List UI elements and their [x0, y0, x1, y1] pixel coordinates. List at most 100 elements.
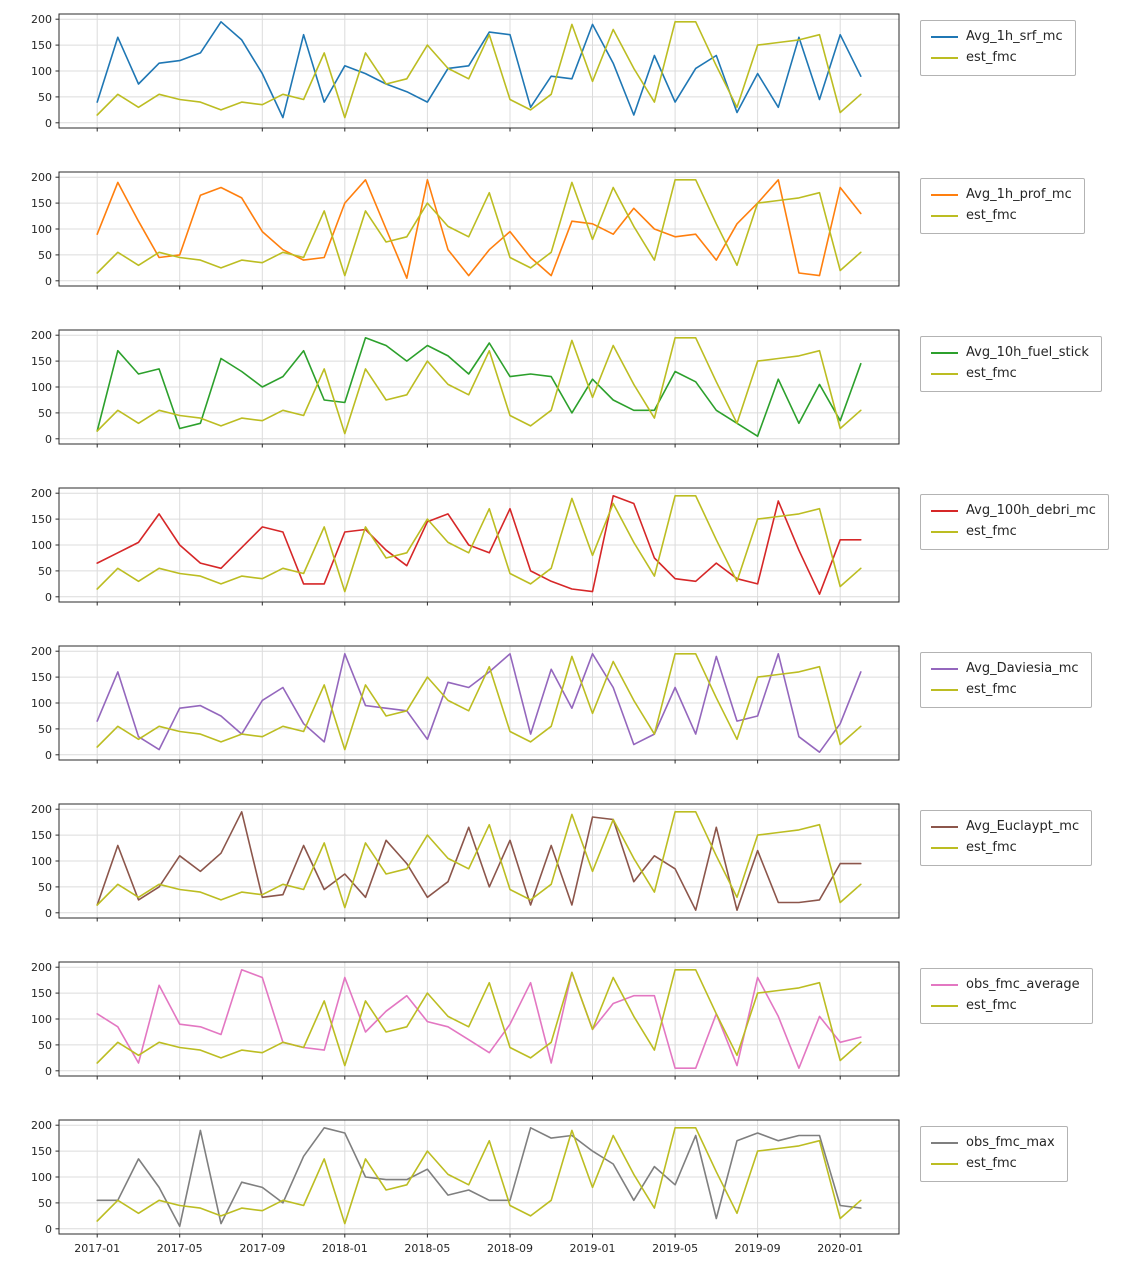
y-tick-label: 0 [45, 1223, 52, 1236]
y-tick-label: 50 [38, 1039, 52, 1052]
legend-line-sample [931, 194, 958, 197]
legend-entry-est: est_fmc [929, 206, 1074, 227]
legend-entry-est: est_fmc [929, 680, 1081, 701]
legend-label-est: est_fmc [966, 1155, 1017, 1171]
subplot-row-4: 0 50 100 150 200 Avg_100h_debri_mc est_fmc [2, 482, 1131, 612]
legend-entry: Avg_1h_srf_mc [929, 27, 1065, 48]
y-tick-label: 150 [31, 513, 52, 526]
legend-entry: Avg_10h_fuel_stick [929, 343, 1091, 364]
legend-label-est: est_fmc [966, 997, 1017, 1013]
subplot-row-1: 0 50 100 150 200 Avg_1h_srf_mc est_fmc [2, 8, 1131, 138]
y-tick-label: 50 [38, 249, 52, 262]
legend-label: obs_fmc_average [966, 977, 1080, 992]
subplot-row-2: 0 50 100 150 200 Avg_1h_prof_mc est_fmc [2, 166, 1131, 296]
series-line-Avg_1h_srf_mc [96, 21, 862, 119]
x-tick-label: 2019-01 [570, 1242, 616, 1255]
y-tick-label: 0 [45, 1065, 52, 1078]
x-tick-label: 2019-09 [735, 1242, 781, 1255]
y-tick-label: 0 [45, 591, 52, 604]
legend-2: Avg_1h_prof_mc est_fmc [920, 178, 1085, 234]
y-tick-label: 50 [38, 1197, 52, 1210]
legend-4: Avg_100h_debri_mc est_fmc [920, 494, 1109, 550]
series-line-est_fmc [96, 811, 862, 909]
subplot-row-8: 2017-01 2017-05 2017-09 2018-01 2018-05 2018-… [2, 1114, 1131, 1266]
legend-entry-est: est_fmc [929, 364, 1091, 385]
x-tick-label: 2020-01 [817, 1242, 863, 1255]
series-line-obs_fmc_max [96, 1127, 862, 1227]
legend-8: obs_fmc_max est_fmc [920, 1126, 1068, 1182]
series-line-obs_fmc_average [96, 969, 862, 1069]
legend-line-sample-est [931, 847, 958, 850]
y-tick-label: 50 [38, 91, 52, 104]
y-tick-label: 200 [31, 961, 52, 974]
y-tick-label: 100 [31, 539, 52, 552]
y-tick-label: 0 [45, 275, 52, 288]
y-tick-label: 100 [31, 1013, 52, 1026]
y-tick-label: 150 [31, 197, 52, 210]
legend-label-est: est_fmc [966, 839, 1017, 855]
legend-entry: Avg_100h_debri_mc [929, 501, 1098, 522]
y-tick-label: 200 [31, 645, 52, 658]
y-tick-label: 100 [31, 697, 52, 710]
series-line-Avg_Daviesia_mc [96, 653, 862, 753]
y-tick-label: 200 [31, 329, 52, 342]
legend-line-sample-est [931, 689, 958, 692]
y-tick-label: 150 [31, 355, 52, 368]
legend-line-sample [931, 826, 958, 829]
x-tick-label: 2017-09 [239, 1242, 285, 1255]
legend-entry: Avg_Daviesia_mc [929, 659, 1081, 680]
legend-1: Avg_1h_srf_mc est_fmc [920, 20, 1076, 76]
legend-entry-est: est_fmc [929, 996, 1082, 1017]
series-line-est_fmc [96, 21, 862, 119]
legend-entry-est: est_fmc [929, 1154, 1057, 1175]
y-tick-label: 50 [38, 565, 52, 578]
legend-line-sample-est [931, 57, 958, 60]
legend-line-sample [931, 36, 958, 39]
legend-label: Avg_100h_debri_mc [966, 503, 1096, 518]
series-line-est_fmc [96, 653, 862, 751]
legend-line-sample-est [931, 1005, 958, 1008]
subplot-row-3: 0 50 100 150 200 Avg_10h_fuel_stick est_fmc [2, 324, 1131, 454]
series-line-est_fmc [96, 969, 862, 1067]
legend-entry: Avg_1h_prof_mc [929, 185, 1074, 206]
y-tick-label: 100 [31, 65, 52, 78]
series-line-est_fmc [96, 1127, 862, 1225]
legend-entry: obs_fmc_max [929, 1133, 1057, 1154]
legend-label-est: est_fmc [966, 681, 1017, 697]
x-tick-label: 2018-01 [322, 1242, 368, 1255]
y-tick-label: 50 [38, 407, 52, 420]
y-tick-label: 150 [31, 1145, 52, 1158]
y-tick-label: 150 [31, 987, 52, 1000]
legend-label: Avg_1h_srf_mc [966, 29, 1063, 44]
legend-label: Avg_Euclaypt_mc [966, 819, 1080, 834]
legend-entry: obs_fmc_average [929, 975, 1082, 996]
y-tick-label: 200 [31, 171, 52, 184]
y-tick-label: 50 [38, 723, 52, 736]
subplot-row-5: 0 50 100 150 200 Avg_Daviesia_mc est_fmc [2, 640, 1131, 770]
legend-label: Avg_1h_prof_mc [966, 187, 1072, 202]
line-chart-obs-fmc-average: 0 50 100 150 200 [31, 961, 900, 1080]
legend-line-sample [931, 984, 958, 987]
legend-5: Avg_Daviesia_mc est_fmc [920, 652, 1092, 708]
legend-label-est: est_fmc [966, 207, 1017, 223]
x-tick-label: 2017-05 [157, 1242, 203, 1255]
line-chart-avg-1h-prof-mc: 0 50 100 150 200 [31, 171, 900, 290]
legend-line-sample-est [931, 531, 958, 534]
y-tick-label: 150 [31, 39, 52, 52]
series-line-est_fmc [96, 495, 862, 593]
y-tick-label: 100 [31, 381, 52, 394]
y-tick-label: 200 [31, 13, 52, 26]
line-chart-avg-10h-fuel-stick: 0 50 100 150 200 [31, 329, 900, 448]
y-tick-label: 100 [31, 855, 52, 868]
legend-3: Avg_10h_fuel_stick est_fmc [920, 336, 1102, 392]
line-chart-obs-fmc-max: 2017-01 2017-05 2017-09 2018-01 2018-05 2018-… [31, 1119, 900, 1255]
line-chart-avg-euclaypt-mc: 0 50 100 150 200 [31, 803, 900, 922]
series-line-Avg_Euclaypt_mc [96, 811, 862, 911]
y-tick-label: 200 [31, 803, 52, 816]
x-tick-label: 2018-09 [487, 1242, 533, 1255]
legend-entry-est: est_fmc [929, 522, 1098, 543]
series-line-est_fmc [96, 337, 862, 435]
y-tick-label: 50 [38, 881, 52, 894]
legend-label-est: est_fmc [966, 365, 1017, 381]
